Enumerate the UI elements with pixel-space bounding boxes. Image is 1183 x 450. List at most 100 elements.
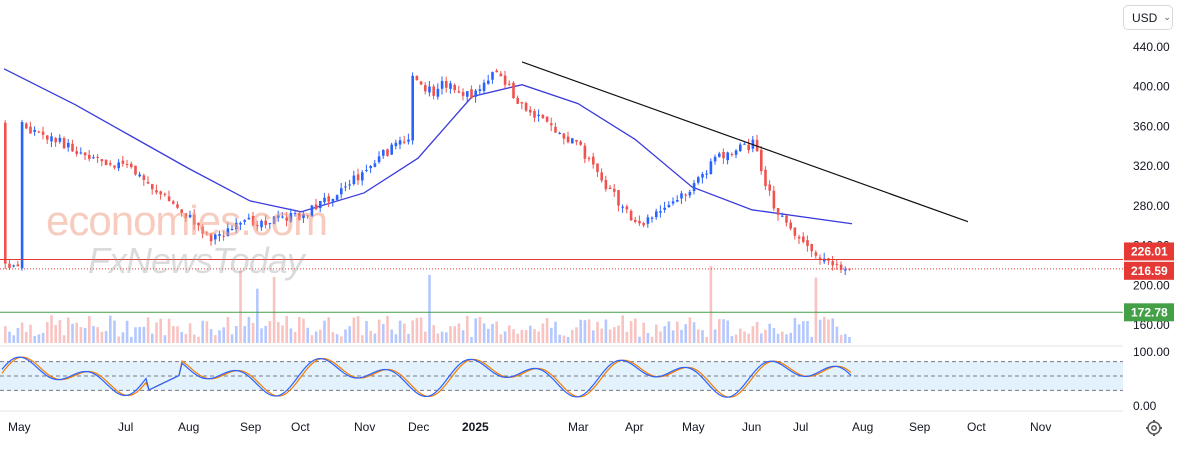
candle-body xyxy=(474,90,477,97)
candle-body xyxy=(671,201,675,204)
volume-bar xyxy=(230,334,234,343)
candle-body xyxy=(142,175,146,180)
candle-body xyxy=(20,122,24,269)
volume-bar xyxy=(113,320,116,343)
candle-body xyxy=(587,158,591,160)
volume-bar xyxy=(785,334,788,343)
candle-body xyxy=(352,175,356,185)
volume-bar xyxy=(335,334,339,343)
candle-body xyxy=(617,190,620,206)
volume-bar xyxy=(398,320,402,343)
candle-body xyxy=(188,214,192,218)
volume-bar xyxy=(663,326,666,343)
settings-icon[interactable] xyxy=(1144,418,1164,438)
time-axis-label: Nov xyxy=(354,420,375,434)
volume-bar xyxy=(214,335,217,343)
volume-bar xyxy=(239,270,242,343)
candle-body xyxy=(264,220,267,225)
volume-bar xyxy=(516,333,519,343)
candle-body xyxy=(205,232,209,234)
volume-bar xyxy=(554,321,557,343)
volume-bar xyxy=(293,331,297,343)
volume-bar xyxy=(827,319,830,343)
candle-body xyxy=(125,163,129,165)
candle-body xyxy=(629,210,633,221)
time-axis-label: May xyxy=(8,420,31,434)
volume-bar xyxy=(180,331,183,343)
candle-body xyxy=(701,174,704,178)
volume-bar xyxy=(428,274,431,343)
volume-bar xyxy=(302,318,305,343)
volume-bar xyxy=(592,330,595,343)
candle-body xyxy=(251,216,255,226)
volume-bar xyxy=(54,324,57,343)
candle-body xyxy=(583,145,587,159)
volume-bar xyxy=(495,321,498,343)
candle-body xyxy=(113,165,116,168)
volume-bar xyxy=(751,326,755,343)
candle-body xyxy=(692,183,696,192)
volume-bar xyxy=(340,336,343,343)
volume-bar xyxy=(20,322,24,343)
volume-bar xyxy=(482,323,486,343)
volume-bar xyxy=(235,326,238,343)
volume-bar xyxy=(356,316,360,343)
volume-bar xyxy=(41,332,45,343)
currency-selector[interactable]: USD ⌄ xyxy=(1123,5,1173,30)
candle-body xyxy=(180,209,183,213)
time-axis-label: Dec xyxy=(408,420,429,434)
candle-body xyxy=(239,222,242,225)
volume-bar xyxy=(730,336,734,343)
candle-body xyxy=(386,149,389,156)
volume-bar xyxy=(823,316,826,343)
volume-bar xyxy=(529,325,532,343)
volume-bar xyxy=(755,321,759,343)
candle-body xyxy=(281,216,284,218)
volume-bar xyxy=(218,330,221,343)
candle-body xyxy=(176,204,179,208)
volume-bar xyxy=(268,321,272,343)
volume-bar xyxy=(33,335,36,343)
volume-bar xyxy=(109,315,112,343)
currency-label: USD xyxy=(1132,10,1158,25)
volume-bar xyxy=(524,330,528,343)
volume-bar xyxy=(634,318,637,343)
volume-bar xyxy=(764,329,767,343)
candle-body xyxy=(650,217,654,219)
candle-body xyxy=(79,152,83,154)
candle-body xyxy=(520,102,524,104)
candle-body xyxy=(146,181,150,184)
candle-body xyxy=(495,70,498,73)
candle-body xyxy=(659,211,662,213)
candle-body xyxy=(167,196,171,202)
volume-bar xyxy=(797,324,801,343)
candle-body xyxy=(743,143,746,145)
volume-bar xyxy=(365,321,368,343)
candle-body xyxy=(613,188,616,192)
candle-body xyxy=(449,83,452,89)
candle-body xyxy=(159,191,162,195)
candle-body xyxy=(726,152,729,161)
candle-body xyxy=(625,206,629,210)
candle-body xyxy=(323,197,326,203)
volume-bar xyxy=(394,334,398,343)
volume-bar xyxy=(579,319,582,343)
candle-body xyxy=(272,216,276,225)
candle-body xyxy=(201,226,204,234)
volume-bar xyxy=(705,336,708,343)
candle-body xyxy=(461,92,465,96)
volume-bar xyxy=(520,329,524,343)
candle-body xyxy=(831,261,834,266)
candle-body xyxy=(440,81,444,89)
candle-body xyxy=(415,75,419,81)
volume-bar xyxy=(100,331,104,343)
volume-bar xyxy=(470,336,473,343)
candle-body xyxy=(638,220,641,224)
volume-bar xyxy=(596,321,599,343)
volume-bar xyxy=(814,277,818,343)
candle-body xyxy=(566,136,570,143)
candle-body xyxy=(310,205,314,217)
candle-body xyxy=(592,156,595,165)
